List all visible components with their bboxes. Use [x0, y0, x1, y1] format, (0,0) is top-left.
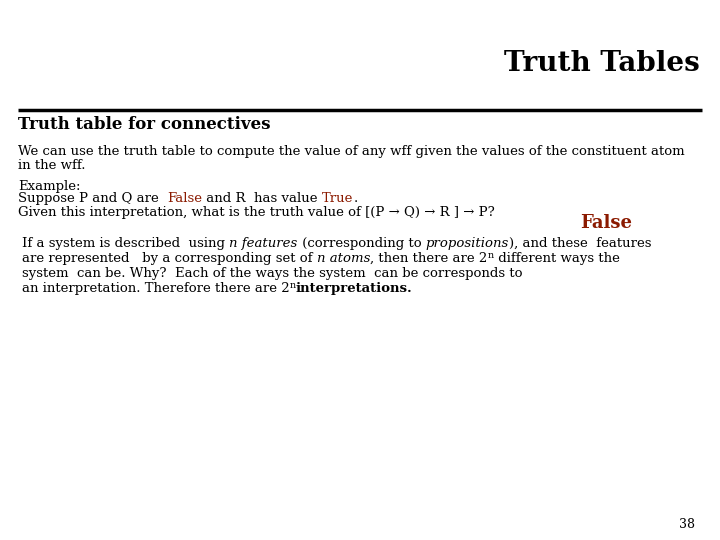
Text: are represented   by a corresponding set of: are represented by a corresponding set o… [22, 252, 317, 265]
Text: 38: 38 [679, 518, 695, 531]
Text: in the wff.: in the wff. [18, 159, 86, 172]
Text: n: n [487, 251, 493, 260]
Text: and R  has value: and R has value [202, 192, 322, 205]
Text: interpretations.: interpretations. [296, 282, 413, 295]
Text: False: False [580, 214, 632, 232]
Text: True: True [322, 192, 354, 205]
Text: n: n [289, 281, 296, 290]
Text: (corresponding to: (corresponding to [297, 237, 426, 250]
Text: system  can be. Why?  Each of the ways the system  can be corresponds to: system can be. Why? Each of the ways the… [22, 267, 523, 280]
Text: Given this interpretation, what is the truth value of [(P → Q) → R ] → P?: Given this interpretation, what is the t… [18, 206, 495, 219]
Text: Example:: Example: [18, 180, 81, 193]
Text: an interpretation. Therefore there are 2: an interpretation. Therefore there are 2 [22, 282, 289, 295]
Text: Truth table for connectives: Truth table for connectives [18, 116, 271, 133]
Text: n atoms: n atoms [317, 252, 370, 265]
Text: different ways the: different ways the [493, 252, 619, 265]
Text: n features: n features [229, 237, 297, 250]
Text: , then there are 2: , then there are 2 [370, 252, 487, 265]
Text: propositions: propositions [426, 237, 508, 250]
Text: False: False [167, 192, 202, 205]
Text: ), and these  features: ), and these features [508, 237, 651, 250]
Text: Truth Tables: Truth Tables [504, 50, 700, 77]
Text: Suppose P and Q are: Suppose P and Q are [18, 192, 167, 205]
Text: We can use the truth table to compute the value of any wff given the values of t: We can use the truth table to compute th… [18, 145, 685, 158]
Text: If a system is described  using: If a system is described using [22, 237, 229, 250]
Text: .: . [354, 192, 358, 205]
